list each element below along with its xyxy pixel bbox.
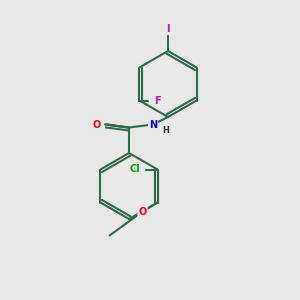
Text: O: O bbox=[139, 206, 147, 217]
Text: F: F bbox=[154, 95, 161, 106]
Text: O: O bbox=[93, 119, 101, 130]
Text: I: I bbox=[166, 23, 170, 34]
Text: N: N bbox=[149, 119, 157, 130]
Text: Cl: Cl bbox=[130, 164, 140, 175]
Text: H: H bbox=[162, 126, 169, 135]
